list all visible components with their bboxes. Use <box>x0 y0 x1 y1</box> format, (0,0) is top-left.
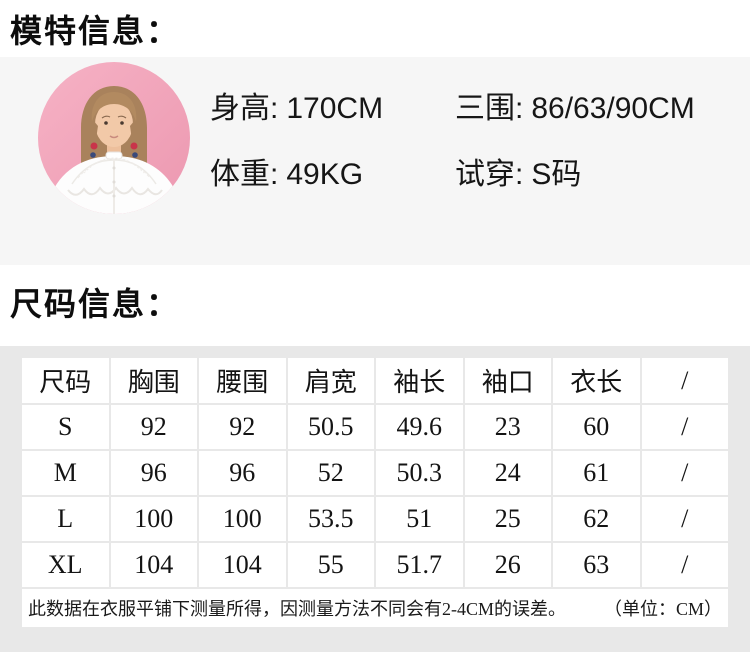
stat-weight-label: 体重: <box>210 158 279 191</box>
cell: 24 <box>464 451 551 495</box>
size-table-header-row: 尺码 胸围 腰围 肩宽 袖长 袖口 衣长 / <box>22 358 728 403</box>
table-row-s: S 92 92 50.5 49.6 23 60 / <box>22 405 728 449</box>
cell: 96 <box>199 451 286 495</box>
cell: 26 <box>464 543 551 587</box>
stat-fitting-size-label: 试穿: <box>455 158 524 191</box>
stat-height-label: 身高: <box>210 92 279 125</box>
cell: 100 <box>110 497 197 541</box>
table-row-l: L 100 100 53.5 51 25 62 / <box>22 497 728 541</box>
cell: / <box>641 405 728 449</box>
col-header-waist: 腰围 <box>199 358 286 403</box>
stat-height-value: 170CM <box>286 92 384 125</box>
model-photo <box>38 62 190 214</box>
cell: 51.7 <box>376 543 463 587</box>
cell: 104 <box>199 543 286 587</box>
cell: 104 <box>110 543 197 587</box>
table-row-xl: XL 104 104 55 51.7 26 63 / <box>22 543 728 587</box>
cell: 50.5 <box>287 405 374 449</box>
cell: 92 <box>110 405 197 449</box>
cell: 53.5 <box>287 497 374 541</box>
cell: 25 <box>464 497 551 541</box>
cell: / <box>641 543 728 587</box>
col-header-slash: / <box>641 358 728 403</box>
model-info-section: 身高: 170CM 三围: 86/63/90CM 体重: 49KG 试穿: S码 <box>0 57 750 265</box>
cell: 49.6 <box>376 405 463 449</box>
cell: 61 <box>553 451 640 495</box>
cell: L <box>22 497 109 541</box>
table-row-m: M 96 96 52 50.3 24 61 / <box>22 451 728 495</box>
stat-fitting-size-value: S码 <box>531 158 582 191</box>
cell: M <box>22 451 109 495</box>
model-portrait-illustration <box>38 62 190 214</box>
cell: 51 <box>376 497 463 541</box>
cell: 92 <box>199 405 286 449</box>
cell: / <box>641 451 728 495</box>
cell: 52 <box>287 451 374 495</box>
size-info-section: 尺码 胸围 腰围 肩宽 袖长 袖口 衣长 / S 92 92 50.5 49.6… <box>0 346 750 652</box>
stat-measurements-label: 三围: <box>455 92 524 125</box>
cell: S <box>22 405 109 449</box>
measurement-note-cell: 此数据在衣服平铺下测量所得，因测量方法不同会有2-4CM的误差。 （单位：CM） <box>22 589 728 627</box>
stat-measurements: 三围: 86/63/90CM <box>455 93 695 125</box>
cell: 62 <box>553 497 640 541</box>
stat-weight-value: 49KG <box>286 158 364 191</box>
table-note-row: 此数据在衣服平铺下测量所得，因测量方法不同会有2-4CM的误差。 （单位：CM） <box>22 589 728 627</box>
cell: 63 <box>553 543 640 587</box>
cell: / <box>641 497 728 541</box>
stat-measurements-value: 86/63/90CM <box>531 92 695 125</box>
cell: 50.3 <box>376 451 463 495</box>
col-header-sleeve: 袖长 <box>376 358 463 403</box>
measurement-unit: （单位：CM） <box>603 599 722 619</box>
cell: 96 <box>110 451 197 495</box>
size-info-heading: 尺码信息： <box>10 286 181 322</box>
model-info-heading: 模特信息： <box>10 13 181 49</box>
measurement-note: 此数据在衣服平铺下测量所得，因测量方法不同会有2-4CM的误差。 <box>28 599 567 619</box>
col-header-bust: 胸围 <box>110 358 197 403</box>
col-header-length: 衣长 <box>553 358 640 403</box>
stat-weight: 体重: 49KG <box>210 159 455 191</box>
cell: 23 <box>464 405 551 449</box>
cell: 100 <box>199 497 286 541</box>
stat-fitting-size: 试穿: S码 <box>455 159 695 191</box>
col-header-size: 尺码 <box>22 358 109 403</box>
col-header-cuff: 袖口 <box>464 358 551 403</box>
cell: 60 <box>553 405 640 449</box>
cell: XL <box>22 543 109 587</box>
stat-height: 身高: 170CM <box>210 93 455 125</box>
model-stats: 身高: 170CM 三围: 86/63/90CM 体重: 49KG 试穿: S码 <box>210 93 695 191</box>
cell: 55 <box>287 543 374 587</box>
size-table: 尺码 胸围 腰围 肩宽 袖长 袖口 衣长 / S 92 92 50.5 49.6… <box>20 356 730 629</box>
col-header-shoulder: 肩宽 <box>287 358 374 403</box>
